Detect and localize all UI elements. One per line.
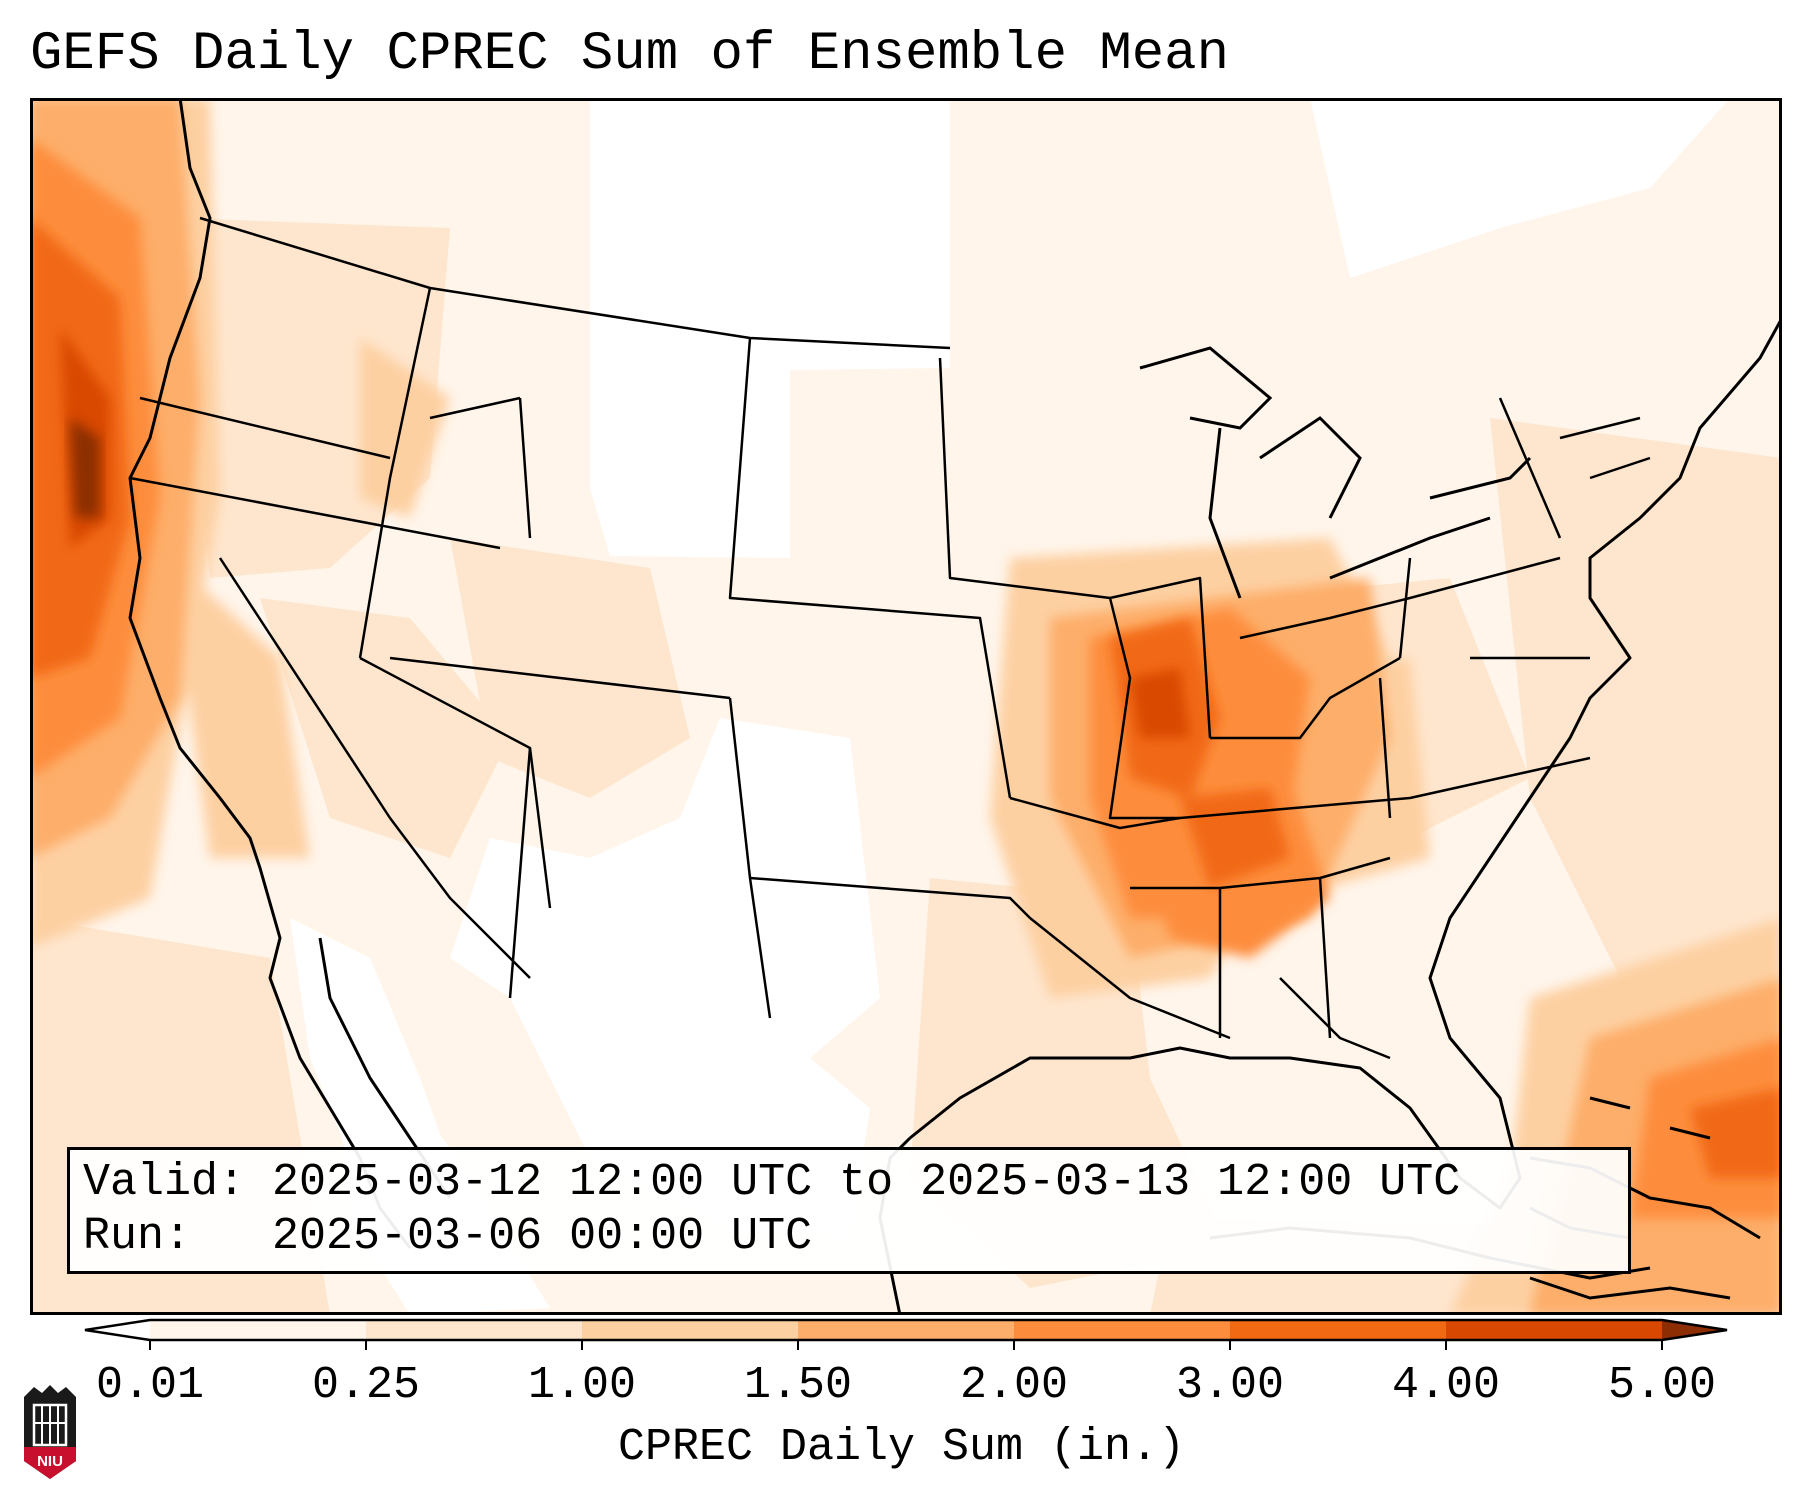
state-borders [129,216,1651,1060]
map-frame [30,98,1782,1315]
info-box: Valid: 2025-03-12 12:00 UTC to 2025-03-1… [67,1147,1631,1274]
precipitation-map [30,98,1782,1315]
colorbar-tick-label: 5.00 [1607,1360,1717,1411]
valid-time-line: Valid: 2025-03-12 12:00 UTC to 2025-03-1… [83,1157,1461,1208]
colorbar-extend-under [85,1320,150,1340]
great-lakes [1139,346,1532,599]
colorbar-tick-label: 0.25 [311,1360,421,1411]
colorbar [84,1318,1728,1350]
colorbar-tick-label: 4.00 [1391,1360,1501,1411]
colorbar-label: CPREC Daily Sum (in.) [617,1422,1186,1473]
colorbar-tick-label: 0.01 [95,1360,205,1411]
run-time-line: Run: 2025-03-06 00:00 UTC [83,1211,813,1262]
colorbar-bin [798,1320,1014,1340]
colorbar-bin [1230,1320,1446,1340]
colorbar-tick-label: 2.00 [959,1360,1069,1411]
colorbar-bin [366,1320,582,1340]
colorbar-tick-label: 1.50 [743,1360,853,1411]
colorbar-bin [1014,1320,1230,1340]
max-shade [70,418,100,518]
logo-text: NIU [37,1453,63,1470]
niu-logo: NIU [24,1385,76,1479]
colorbar-bin [582,1320,798,1340]
colorbar-tick-label: 1.00 [527,1360,637,1411]
colorbar-bin [1446,1320,1662,1340]
chart-title: GEFS Daily CPREC Sum of Ensemble Mean [30,24,1229,85]
colorbar-tick-label: 3.00 [1175,1360,1285,1411]
colorbar-extend-over [1662,1320,1727,1340]
colorbar-bin [150,1320,366,1340]
